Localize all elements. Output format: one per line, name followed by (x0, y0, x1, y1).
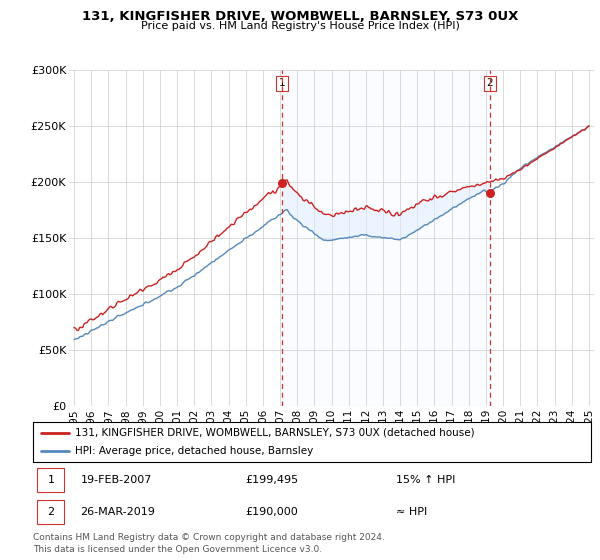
Text: 2: 2 (47, 507, 55, 517)
Bar (37, 468, 64, 492)
Text: 131, KINGFISHER DRIVE, WOMBWELL, BARNSLEY, S73 0UX (detached house): 131, KINGFISHER DRIVE, WOMBWELL, BARNSLE… (75, 428, 475, 437)
Bar (37, 500, 64, 524)
Text: £190,000: £190,000 (245, 507, 298, 517)
Text: ≈ HPI: ≈ HPI (396, 507, 427, 517)
Text: 1: 1 (279, 78, 286, 88)
Text: 19-FEB-2007: 19-FEB-2007 (80, 475, 152, 486)
Text: 26-MAR-2019: 26-MAR-2019 (80, 507, 155, 517)
Point (485, 189, 494, 198)
Text: 131, KINGFISHER DRIVE, WOMBWELL, BARNSLEY, S73 0UX: 131, KINGFISHER DRIVE, WOMBWELL, BARNSLE… (82, 10, 518, 23)
Text: £199,495: £199,495 (245, 475, 298, 486)
Text: 2: 2 (487, 78, 493, 88)
Text: Price paid vs. HM Land Registry's House Price Index (HPI): Price paid vs. HM Land Registry's House … (140, 21, 460, 31)
Text: 15% ↑ HPI: 15% ↑ HPI (396, 475, 455, 486)
Text: HPI: Average price, detached house, Barnsley: HPI: Average price, detached house, Barn… (75, 446, 313, 456)
Point (277, 178, 287, 187)
Text: Contains HM Land Registry data © Crown copyright and database right 2024.
This d: Contains HM Land Registry data © Crown c… (33, 533, 385, 554)
Bar (282, 70, 490, 406)
Text: 1: 1 (47, 475, 55, 486)
